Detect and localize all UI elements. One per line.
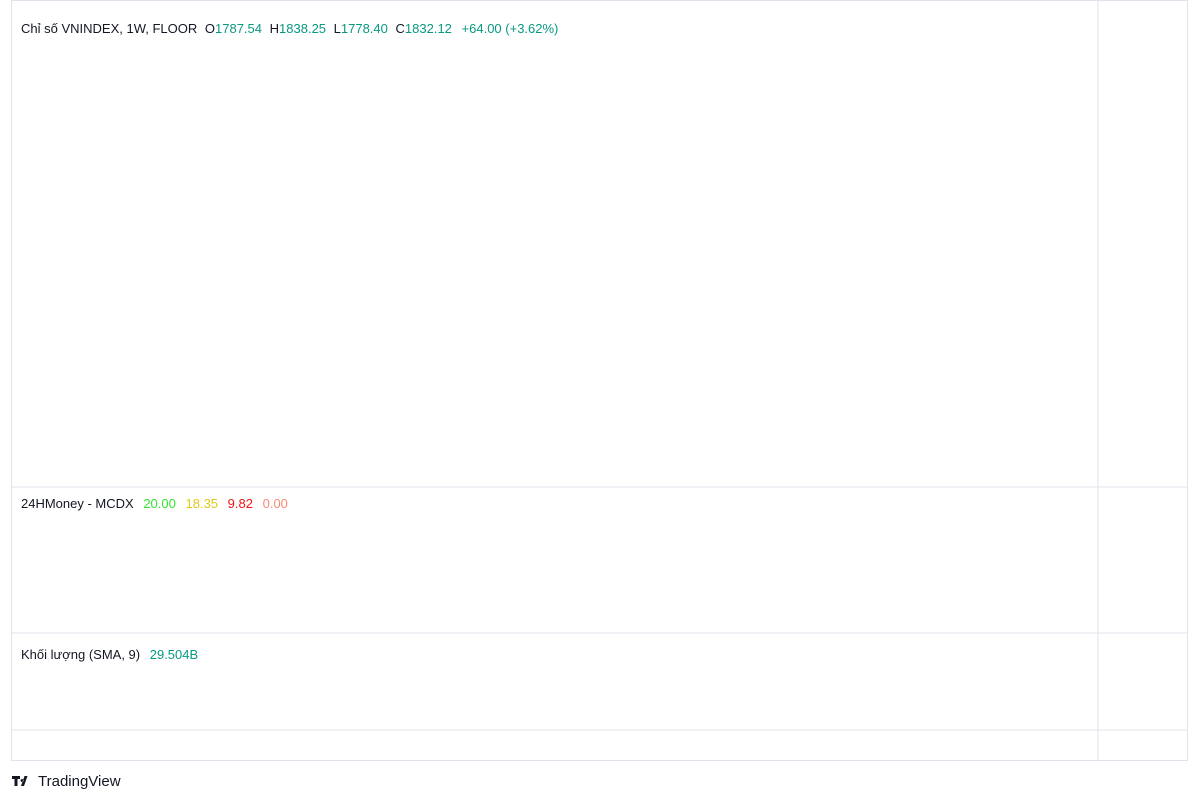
legend-key: C [396,21,405,36]
volume-legend: Khối lượng (SMA, 9) 29.504B [21,647,198,662]
legend: Chỉ số VNINDEX, 1W, FLOOR O1787.54 H1838… [21,21,558,36]
legend-value: 1832.12 [405,21,452,36]
volume-value: 29.504B [150,647,198,662]
legend-title: Chỉ số VNINDEX, 1W, FLOOR [21,21,197,36]
mcdx-value: 0.00 [263,496,288,511]
mcdx-value: 18.35 [186,496,219,511]
logo-icon [12,776,28,786]
mcdx-title: 24HMoney - MCDX [21,496,134,511]
volume-title: Khối lượng (SMA, 9) [21,647,140,662]
legend-value: 1778.40 [341,21,388,36]
frame [11,0,1188,761]
logo: TradingView [12,773,121,790]
legend-change: +64.00 (+3.62%) [462,21,559,36]
legend-value: 1787.54 [215,21,262,36]
legend-key: H [270,21,279,36]
legend-key: L [334,21,341,36]
legend-value: 1838.25 [279,21,326,36]
mcdx-value: 9.82 [228,496,253,511]
mcdx-value: 20.00 [143,496,176,511]
footer-brand: TradingView [38,773,121,790]
mcdx-legend: 24HMoney - MCDX 20.00 18.35 9.82 0.00 [21,496,288,511]
legend-key: O [205,21,215,36]
